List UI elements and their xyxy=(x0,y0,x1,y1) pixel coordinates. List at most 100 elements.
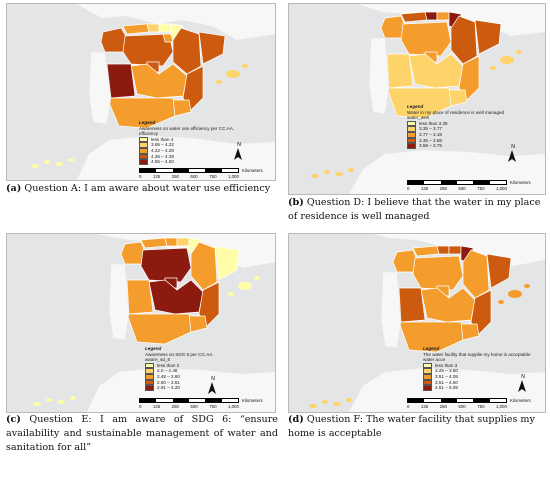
scale-tick: 750 xyxy=(477,404,485,409)
region-cantabria xyxy=(164,237,178,247)
canary-islands xyxy=(309,398,352,408)
map-panel-c: Legend Awareness on SDG 6 per CC.AA. awa… xyxy=(6,233,276,413)
legend-row: 2.91 – 4.20 xyxy=(145,385,255,391)
legend-swatch xyxy=(139,153,148,160)
north-label: N xyxy=(521,374,525,380)
scale-tick: 250 xyxy=(439,404,447,409)
legend-title: Legend xyxy=(145,346,162,351)
north-arrow-icon xyxy=(518,380,526,392)
region-basque xyxy=(436,11,450,21)
scale-ticks: 0 125 250 500 750 1,000 xyxy=(139,174,239,179)
scale-tick: 1,000 xyxy=(495,404,507,409)
legend-row: 3.51 – 4.50 xyxy=(423,379,533,386)
scale-unit: Kilometers xyxy=(242,398,263,403)
legend-swatch xyxy=(423,373,432,380)
region-andalusia xyxy=(398,321,464,353)
canary-islands xyxy=(33,396,76,406)
spain-regions xyxy=(380,11,502,119)
legend-class-label: 3.58 – 3.75 xyxy=(419,143,442,149)
scale-segments xyxy=(407,398,507,403)
legend-swatch xyxy=(407,131,416,138)
legend-class-label: less than 4 xyxy=(151,136,174,142)
legend-swatch xyxy=(145,362,154,369)
north-arrow-icon xyxy=(208,382,216,394)
legend-subtitle: The water facility that supplie my home … xyxy=(423,351,531,357)
legend-class-label: 3.35 – 3.58 xyxy=(419,137,442,143)
scale-tick: 250 xyxy=(439,186,447,191)
map-legend-a: Legend Awareness on water use efficiency… xyxy=(139,120,249,165)
region-basque xyxy=(158,23,172,33)
region-castilla-leon xyxy=(400,21,452,57)
north-label: N xyxy=(211,376,215,382)
region-catalonia xyxy=(214,245,240,281)
legend-row: 3.77 – 3.18 xyxy=(407,131,527,138)
map-legend-b: Legend Water in my place of residence is… xyxy=(407,104,527,149)
scale-tick: 250 xyxy=(171,174,179,179)
legend-title: Legend xyxy=(139,120,156,125)
scale-tick: 1,000 xyxy=(495,186,507,191)
region-aragon xyxy=(172,27,202,75)
north-label: N xyxy=(511,144,515,150)
north-arrow-icon xyxy=(508,150,516,162)
legend-row: less than 2 xyxy=(145,362,255,369)
region-valencia xyxy=(470,289,492,335)
scale-tick: 0 xyxy=(407,186,410,191)
legend-swatch xyxy=(423,362,432,369)
scale-tick: 0 xyxy=(139,174,142,179)
balearic-islands xyxy=(490,50,522,70)
region-catalonia xyxy=(486,253,512,289)
region-murcia xyxy=(188,315,208,333)
portugal-landmass xyxy=(108,263,130,341)
region-castilla-leon xyxy=(140,247,192,283)
scale-segments xyxy=(139,398,239,403)
map-legend-d: Legend The water facility that supplie m… xyxy=(423,346,533,391)
legend-row: 4.22 – 4.28 xyxy=(139,147,249,154)
region-aragon xyxy=(462,249,490,299)
caption-b: (b) Question D: I believe that the water… xyxy=(288,196,544,224)
region-asturias xyxy=(140,237,168,249)
legend-class-label: 2.60 – 2.91 xyxy=(157,379,180,385)
legend-swatch xyxy=(139,147,148,154)
map-c xyxy=(33,234,275,412)
portugal-landmass xyxy=(380,271,402,349)
legend-class-label: 2.0 – 2.48 xyxy=(157,368,178,374)
legend-class-label: 4.36 – 4.39 xyxy=(151,153,174,159)
legend-row: less than 3 xyxy=(423,362,533,369)
caption-text: Question D: I believe that the water in … xyxy=(288,197,541,222)
legend-swatch xyxy=(407,120,416,127)
caption-c: (c) Question E: I am aware of SDG 6: “en… xyxy=(6,413,278,455)
portugal-landmass xyxy=(368,37,390,115)
north-arrow-d: N xyxy=(517,374,529,392)
legend-field: aware_sd_6 xyxy=(145,357,171,363)
legend-row: 4.51 – 5.05 xyxy=(423,385,533,391)
north-arrow-c: N xyxy=(207,376,219,394)
region-extremadura xyxy=(386,53,414,89)
legend-class-label: less than 2 xyxy=(157,362,180,368)
canary-islands xyxy=(31,158,74,168)
legend-class-label: 3.51 – 4.50 xyxy=(435,379,458,385)
region-valencia xyxy=(198,281,220,327)
legend-class-label: 3.51 – 4.05 xyxy=(435,373,458,379)
legend-row: 2.60 – 2.91 xyxy=(145,379,255,386)
legend-swatch xyxy=(423,368,432,374)
legend-swatch xyxy=(423,379,432,386)
legend-swatch xyxy=(407,137,416,144)
scale-bar-a: Kilometers 0 125 250 500 750 1,000 xyxy=(139,168,269,179)
caption-tag: (c) xyxy=(6,414,21,425)
legend-swatch xyxy=(145,385,154,391)
map-a xyxy=(31,4,275,180)
legend-subtitle: Awareness on water use efficiency per CC… xyxy=(139,125,235,131)
scale-tick: 750 xyxy=(209,404,217,409)
balearic-islands xyxy=(228,276,260,296)
map-panel-a: Legend Awareness on water use efficiency… xyxy=(6,3,276,181)
scale-tick: 500 xyxy=(190,404,198,409)
legend-class-label: 3.25 – 3.50 xyxy=(435,368,458,374)
legend-row: 3.25 – 3.50 xyxy=(423,368,533,374)
spain-regions xyxy=(392,245,512,353)
scale-unit: Kilometers xyxy=(510,180,531,185)
legend-row: less than 3.35 xyxy=(407,120,527,127)
balearic-islands xyxy=(216,64,248,84)
region-murcia xyxy=(172,99,192,117)
legend-swatch xyxy=(139,159,148,165)
scale-bar-b: Kilometers 0 125 250 500 750 1,000 xyxy=(407,180,537,191)
